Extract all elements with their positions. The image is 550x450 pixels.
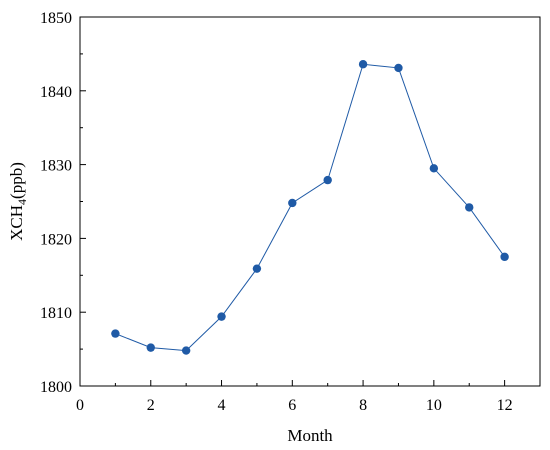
data-point	[394, 63, 403, 73]
series-layer	[111, 60, 509, 355]
x-tick-label: 10	[426, 397, 442, 414]
y-axis-title-subscript: 4	[15, 199, 29, 205]
y-tick-label: 1820	[40, 231, 72, 248]
plot-frame	[79, 16, 541, 387]
y-tick-label: 1850	[40, 10, 72, 27]
data-point	[358, 60, 368, 69]
data-point	[500, 252, 509, 262]
x-tick-label: 12	[497, 397, 513, 414]
x-tick-label: 4	[218, 397, 226, 414]
labels-layer: 0 2 4 6 8 10 12 1800 1810 1820 1830 1840 1850	[40, 10, 513, 414]
series-line	[115, 63, 506, 352]
x-tick-label: 6	[288, 397, 296, 414]
data-point	[217, 312, 226, 321]
x-tick-label: 0	[76, 397, 84, 414]
y-tick-label: 1830	[40, 158, 72, 175]
data-point	[111, 329, 120, 338]
data-point	[146, 343, 155, 352]
data-point	[252, 264, 262, 273]
data-point	[323, 175, 332, 185]
data-point	[429, 164, 439, 173]
data-point	[288, 198, 297, 208]
x-tick-label: 2	[147, 397, 155, 414]
y-axis-title: XCH4(ppb)	[7, 162, 29, 241]
x-tick-label: 8	[359, 397, 367, 414]
y-tick-label: 1810	[40, 305, 72, 322]
y-axis-title-suffix: (ppb)	[7, 162, 26, 199]
data-point	[181, 346, 191, 355]
data-point	[465, 203, 474, 212]
y-tick-label: 1800	[40, 379, 72, 396]
y-tick-label: 1840	[40, 84, 72, 101]
y-axis-title-main: XCH	[7, 205, 26, 241]
x-axis-title: Month	[287, 426, 333, 445]
